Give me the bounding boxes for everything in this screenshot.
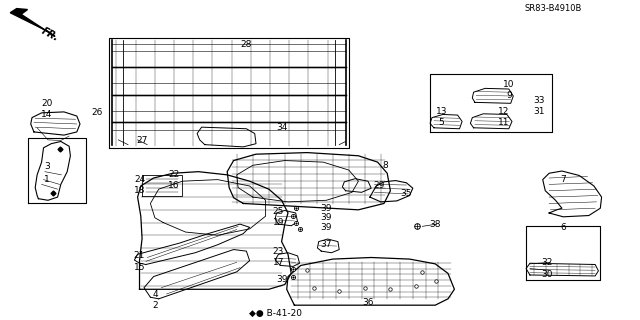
Text: 24: 24 — [134, 175, 145, 184]
Text: 3: 3 — [44, 162, 49, 172]
Text: 7: 7 — [561, 175, 566, 184]
Text: 17: 17 — [273, 258, 284, 267]
Text: 13: 13 — [436, 107, 447, 116]
Text: 36: 36 — [362, 298, 374, 307]
Text: 16: 16 — [168, 181, 180, 190]
Polygon shape — [10, 9, 55, 36]
Text: 12: 12 — [498, 108, 509, 116]
Text: 4: 4 — [153, 290, 158, 299]
Text: 5: 5 — [439, 118, 444, 127]
Text: 34: 34 — [276, 123, 287, 132]
Text: 18: 18 — [134, 186, 145, 195]
Text: 26: 26 — [92, 108, 103, 117]
Text: 22: 22 — [168, 170, 180, 179]
Text: 21: 21 — [134, 252, 145, 260]
Text: 33: 33 — [533, 96, 545, 105]
Text: 6: 6 — [561, 223, 566, 232]
Text: 38: 38 — [429, 220, 441, 228]
Text: SR83-B4910B: SR83-B4910B — [525, 4, 582, 13]
Text: 19: 19 — [273, 218, 284, 227]
Text: 9: 9 — [506, 91, 511, 100]
Text: 1: 1 — [44, 175, 49, 184]
Text: 20: 20 — [41, 99, 52, 108]
Text: 14: 14 — [41, 110, 52, 119]
Text: 39: 39 — [321, 204, 332, 213]
Text: 11: 11 — [498, 118, 509, 127]
Text: 27: 27 — [136, 136, 148, 145]
Text: 28: 28 — [241, 40, 252, 49]
Text: ◆● B-41-20: ◆● B-41-20 — [249, 309, 301, 318]
Text: 37: 37 — [321, 240, 332, 249]
Text: 15: 15 — [134, 262, 145, 272]
Text: 39: 39 — [276, 275, 287, 284]
Text: 2: 2 — [153, 301, 158, 310]
Text: 31: 31 — [533, 108, 545, 116]
Text: 29: 29 — [373, 180, 385, 189]
Text: 35: 35 — [401, 189, 412, 198]
Text: 30: 30 — [541, 269, 553, 278]
Text: 10: 10 — [503, 80, 515, 89]
Text: 25: 25 — [273, 207, 284, 216]
Text: 39: 39 — [321, 213, 332, 222]
Text: 32: 32 — [541, 259, 553, 268]
Text: 8: 8 — [383, 162, 388, 171]
Text: 23: 23 — [273, 247, 284, 256]
Text: FR.: FR. — [40, 26, 60, 43]
Text: 39: 39 — [321, 223, 332, 232]
